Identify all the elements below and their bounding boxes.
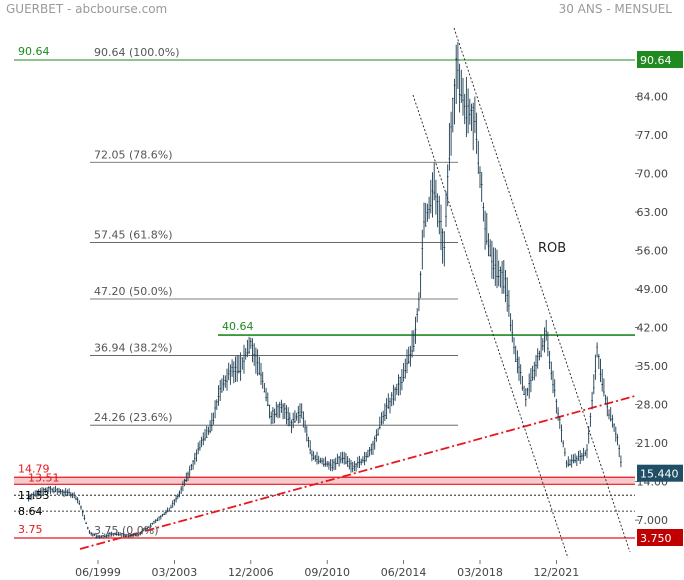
fib-label: 90.64 (100.0%) xyxy=(94,46,180,59)
price-badge xyxy=(637,51,683,68)
y-tick-label: 77.00 xyxy=(637,129,669,142)
y-tick-label: 56.00 xyxy=(637,245,669,258)
x-tick-label: 12/2006 xyxy=(228,566,274,579)
fib-label: 3.75 (0.0%) xyxy=(94,524,159,537)
level-label: 90.64 xyxy=(18,45,50,58)
fib-label: 47.20 (50.0%) xyxy=(94,285,173,298)
y-tick-label: 35.00 xyxy=(637,360,669,373)
price-badge-label: 90.64 xyxy=(640,54,672,67)
y-tick-label: 49.00 xyxy=(637,283,669,296)
support-zone xyxy=(14,477,635,485)
y-tick-label: 21.00 xyxy=(637,437,669,450)
level-label: 11.53 xyxy=(18,489,50,502)
level-label: 8.64 xyxy=(18,505,43,518)
chart-title: GUERBET - abcbourse.com xyxy=(6,2,168,16)
price-badge xyxy=(637,464,683,482)
support-trendline xyxy=(79,395,636,550)
y-tick-label: 63.00 xyxy=(637,206,669,219)
price-badge-label: 3.750 xyxy=(640,532,672,545)
x-tick-label: 03/2018 xyxy=(457,566,503,579)
fib-label: 57.45 (61.8%) xyxy=(94,229,173,242)
channel-line-upper xyxy=(453,27,631,553)
x-tick-label: 06/2014 xyxy=(381,566,427,579)
level-labels: 90.64 (100.0%) 72.05 (78.6%) 57.45 (61.8%)… xyxy=(18,45,566,537)
channel-line-lower xyxy=(412,94,569,559)
fibonacci-levels xyxy=(90,161,458,426)
y-tick-label: 7.000 xyxy=(637,514,669,527)
price-badge-label: 15.440 xyxy=(640,468,679,481)
chart-period: 30 ANS - MENSUEL xyxy=(558,2,672,16)
axes: 7.00014.0021.0028.0035.0042.0049.0056.00… xyxy=(75,91,668,579)
level-label: 13.51 xyxy=(28,471,60,484)
x-tick-label: 09/2010 xyxy=(304,566,350,579)
trend-lines xyxy=(79,27,636,559)
level-label: 40.64 xyxy=(222,320,254,333)
fib-label: 72.05 (78.6%) xyxy=(94,148,173,161)
x-tick-label: 12/2021 xyxy=(534,566,580,579)
annotation-rob: ROB xyxy=(538,241,566,256)
y-tick-label: 42.00 xyxy=(637,322,669,335)
price-badges: 90.64 15.440 3.750 xyxy=(637,51,683,546)
price-badge xyxy=(637,529,683,546)
y-tick-label: 70.00 xyxy=(637,168,669,181)
fib-label: 24.26 (23.6%) xyxy=(94,411,173,424)
price-bars xyxy=(27,42,622,539)
level-label: 14.79 xyxy=(18,462,50,475)
x-tick-label: 06/1999 xyxy=(75,566,121,579)
fib-label: 36.94 (38.2%) xyxy=(94,341,173,354)
level-label: 3.75 xyxy=(18,523,43,536)
y-tick-label: 84.00 xyxy=(637,91,669,104)
y-tick-label: 28.00 xyxy=(637,399,669,412)
price-series xyxy=(27,42,622,539)
x-tick-label: 03/2003 xyxy=(152,566,198,579)
